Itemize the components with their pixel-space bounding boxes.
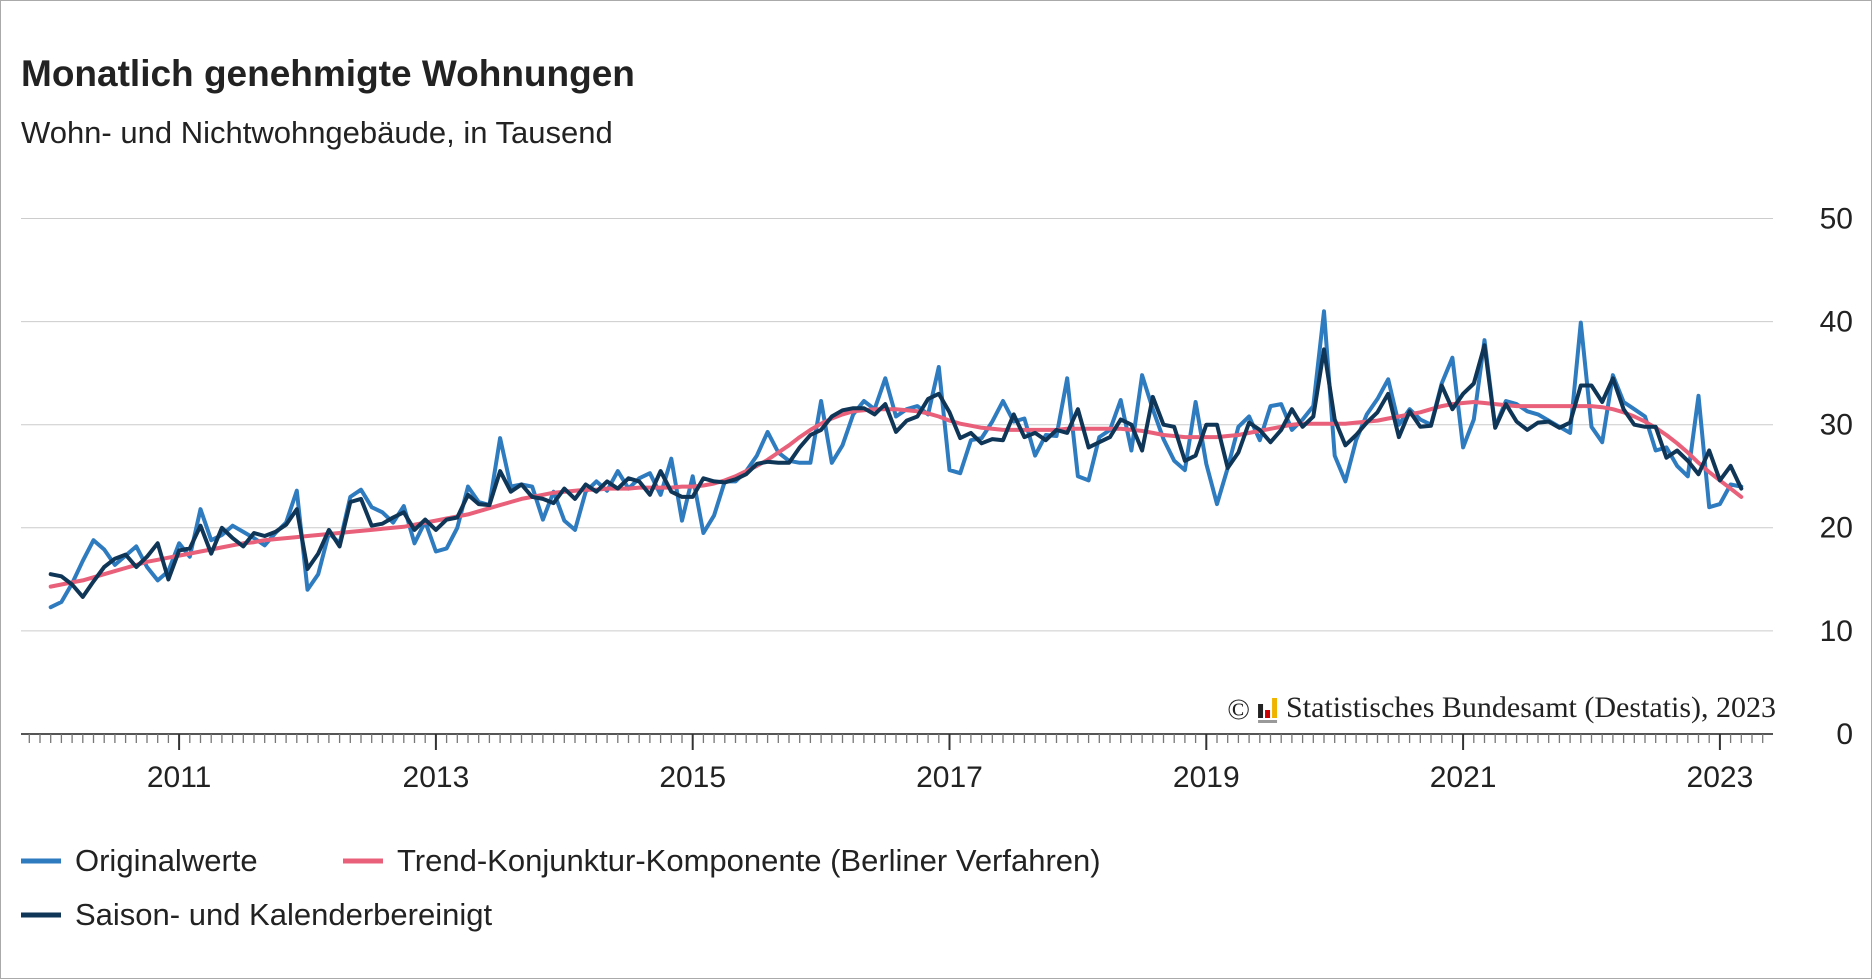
y-tick-label: 20 bbox=[1820, 512, 1853, 545]
source-text: Statistisches Bundesamt (Destatis), 2023 bbox=[1286, 691, 1776, 724]
logo-bar bbox=[1258, 704, 1264, 718]
legend-label: Trend-Konjunktur-Komponente (Berliner Ve… bbox=[397, 843, 1101, 878]
series-line bbox=[48, 343, 1744, 599]
x-tick-label: 2021 bbox=[1430, 761, 1497, 794]
x-tick-label: 2015 bbox=[659, 761, 726, 794]
legend-label: Saison- und Kalenderbereinigt bbox=[75, 897, 492, 932]
y-tick-label: 10 bbox=[1820, 615, 1853, 648]
x-tick-label: 2019 bbox=[1173, 761, 1240, 794]
source-note: Statistisches Bundesamt (Destatis), 2023… bbox=[1227, 691, 1776, 726]
logo-bar bbox=[1265, 710, 1271, 718]
x-tick-label: 2023 bbox=[1687, 761, 1754, 794]
x-tick-label: 2013 bbox=[403, 761, 470, 794]
logo-base bbox=[1258, 720, 1278, 723]
copyright: © bbox=[1227, 693, 1250, 726]
x-tick-label: 2011 bbox=[147, 761, 212, 794]
legend-label: Originalwerte bbox=[75, 843, 258, 878]
logo bbox=[1258, 698, 1278, 723]
chart-title: Monatlich genehmigte Wohnungen bbox=[21, 53, 635, 94]
y-tick-label: 40 bbox=[1820, 306, 1853, 339]
y-tick-label: 50 bbox=[1820, 202, 1853, 235]
y-tick-label: 0 bbox=[1836, 718, 1853, 751]
logo-bar bbox=[1272, 698, 1278, 718]
chart-subtitle: Wohn- und Nichtwohngebäude, in Tausend bbox=[21, 115, 613, 150]
y-tick-label: 30 bbox=[1820, 409, 1853, 442]
x-tick-label: 2017 bbox=[916, 761, 983, 794]
